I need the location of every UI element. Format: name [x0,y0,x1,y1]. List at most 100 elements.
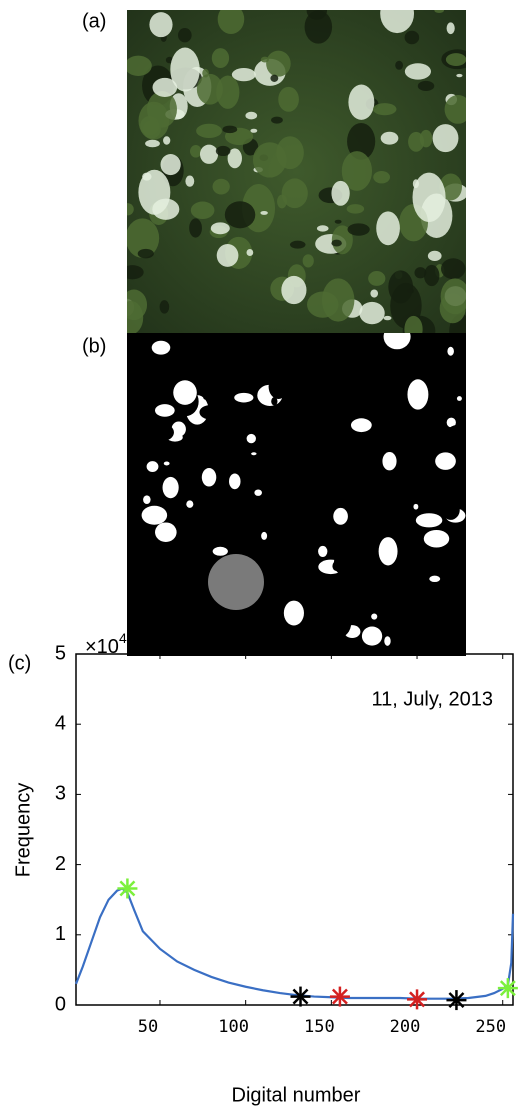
sky-patch [127,626,141,655]
canopy-patch [289,240,306,249]
sky-patch [171,421,186,437]
marker [290,986,311,1007]
canopy-patch [216,244,239,267]
canopy-patch [456,73,463,78]
sky-patch [212,546,228,556]
sky-patch [383,333,411,350]
canopy-patch [414,267,427,279]
sky-patch [390,595,411,624]
canopy-patch [250,128,258,133]
sky-patch [217,469,229,479]
sky-patch [308,333,325,342]
sky-patch [149,423,174,442]
marker [497,978,518,999]
sky-patch [443,606,466,633]
canopy-patch [316,225,329,232]
sky-patch [402,539,426,552]
canopy-patch [145,139,160,148]
sky-patch [441,500,460,520]
sky-patch [435,589,444,599]
marker [117,878,138,899]
sky-patch [284,501,306,531]
sky-patch [415,513,443,528]
marker [446,990,467,1011]
canopy-patch [281,178,308,209]
canopy-patch [127,265,144,280]
sky-patch [371,613,378,620]
panel-label: (b) [82,335,106,357]
sky-patch [198,443,220,464]
canopy-patch [215,145,231,157]
sky-patch [378,537,398,566]
sky-patch [279,470,302,482]
canopy-patch [231,68,256,82]
sky-patch [229,473,241,490]
y-axis-label: Frequency [12,783,34,878]
sky-patch [429,575,441,583]
sky-patch [218,407,238,423]
canopy-patch [380,131,399,145]
canopy-patch [152,77,178,97]
canopy-patch [159,300,170,314]
canopy-patch [276,136,304,170]
sky-patch [261,531,268,540]
canopy-patch [346,204,365,214]
marker-stroke [292,988,309,1005]
marker [407,989,428,1010]
canopy-patch [347,122,376,160]
canopy-patch [348,84,375,120]
y-tick-label: 0 [55,993,66,1015]
canopy-patch [245,111,258,120]
sky-patch [349,546,368,559]
canopy-patch [441,258,466,280]
sky-patch [179,350,191,367]
sky-patch [162,476,179,499]
sky-patch [413,503,419,510]
canopy-patch [395,60,404,70]
canopy-patch [388,270,414,304]
sky-patch [155,522,177,542]
canopy-patch [331,239,342,247]
x-tick-label: 150 [304,1017,335,1037]
canopy-patch [127,218,160,258]
canopy-patch [417,80,435,92]
canopy-patch [246,249,254,257]
canopy-patch [412,172,446,223]
sky-patch [325,608,352,638]
canopy-patch [432,124,459,153]
sky-patch [127,374,150,404]
canopy-patch [189,145,202,158]
sky-patch [234,392,254,403]
sky-patch [447,346,454,356]
sky-patch [456,396,462,401]
sky-patch [193,528,213,539]
annotation: 11, July, 2013 [371,688,493,710]
sky-patch [173,380,197,405]
sky-patch [268,374,289,399]
canopy-patch [227,148,242,169]
sky-patch [335,541,341,549]
canopy-patch [217,10,245,34]
sky-patch [129,551,156,571]
sky-patch [223,446,236,458]
sky-patch [407,379,429,410]
canopy-patch [196,123,222,139]
sky-patch [190,544,201,558]
canopy-patch [196,73,223,105]
sky-patch [332,561,341,572]
photo-binary-mask [208,554,264,610]
canopy-patch [190,201,215,220]
sky-patch [349,448,373,481]
sky-patch [375,418,395,446]
x-tick-label: 50 [138,1017,158,1037]
canopy-patch [347,223,370,236]
canopy-patch [302,254,314,268]
sky-patch [280,418,297,427]
canopy-patch [281,275,307,305]
sky-patch [443,581,464,602]
x-axis-label: Digital number [232,1084,361,1106]
sky-patch [141,505,168,525]
canopy-patch [127,55,152,76]
y-tick-label: 3 [55,783,66,805]
canopy-patch [341,151,373,191]
